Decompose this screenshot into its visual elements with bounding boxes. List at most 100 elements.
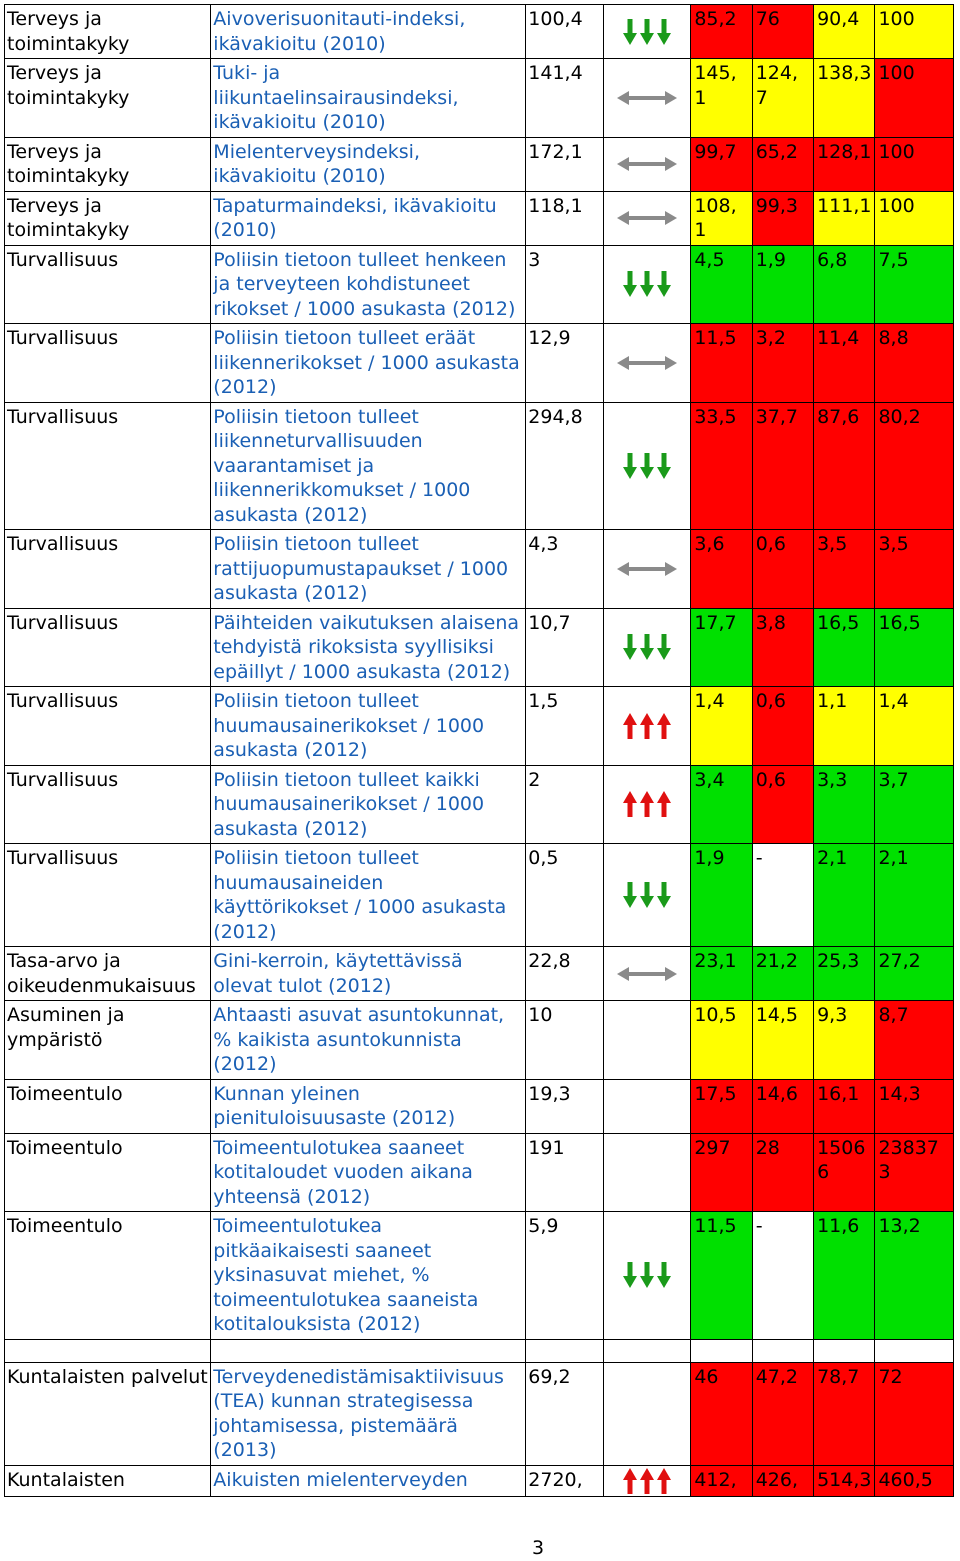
comparison-value-cell: 6,8	[813, 244, 876, 324]
comparison-value-cell: 37,7	[751, 401, 815, 530]
comparison-value-cell: 28	[751, 1132, 815, 1212]
trend-cell	[602, 244, 692, 324]
trend-cell	[602, 1361, 692, 1466]
comparison-value-cell: 27,2	[874, 946, 954, 1001]
table-row: Kuntalaisten Aikuisten mielenterveyden 272…	[3, 1464, 954, 1497]
comparison-value-cell: 14,6	[751, 1078, 815, 1134]
municipality-value-cell: 294,8	[525, 401, 604, 530]
comparison-value-cell: 11,6	[813, 1211, 876, 1340]
table-row: Terveys ja toimintakyky Tuki- ja liikunta…	[3, 58, 954, 138]
trend-down-arrows-icon	[623, 18, 672, 45]
category-cell: Terveys ja toimintakyky	[3, 190, 212, 246]
municipality-value-cell: 69,2	[525, 1361, 604, 1466]
category-cell: Turvallisuus	[3, 529, 212, 609]
table-row: Turvallisuus Poliisin tietoon tulleet erä…	[3, 323, 954, 403]
trend-flat-arrow-icon	[617, 355, 678, 370]
comparison-value-cell: 3,5	[874, 529, 954, 609]
comparison-value-cell: 80,2	[874, 401, 954, 530]
municipality-value-cell: 22,8	[525, 946, 604, 1001]
spacer-cell	[210, 1338, 527, 1363]
trend-cell	[602, 843, 692, 947]
comparison-value-cell: 16,5	[874, 607, 954, 687]
comparison-value-cell: 3,8	[751, 607, 815, 687]
table-row: Terveys ja toimintakyky Mielenterveysinde…	[3, 136, 954, 192]
comparison-value-cell: 1506 6	[813, 1132, 876, 1212]
comparison-value-cell: 90,4	[813, 4, 876, 59]
indicator-cell: Gini-kerroin, käytettävissä olevat tulot…	[210, 946, 527, 1001]
comparison-value-cell: 138,3	[813, 58, 876, 138]
trend-cell	[602, 1000, 692, 1080]
comparison-value-cell: 412,	[690, 1464, 753, 1497]
indicator-cell: Poliisin tietoon tulleet rattijuopumusta…	[210, 529, 527, 609]
comparison-value-cell: 100	[874, 4, 954, 59]
spacer-cell	[813, 1338, 876, 1363]
comparison-value-cell: 33,5	[690, 401, 753, 530]
trend-cell	[602, 1078, 692, 1134]
indicator-cell: Kunnan yleinen pienituloisuusaste (2012)	[210, 1078, 527, 1134]
comparison-value-cell: 46	[690, 1361, 753, 1466]
table-row: Asuminen ja ympäristö Ahtaasti asuvat asu…	[3, 1000, 954, 1080]
trend-cell	[602, 1132, 692, 1212]
trend-cell	[602, 136, 692, 192]
comparison-value-cell: 10,5	[690, 1000, 753, 1080]
comparison-value-cell: 99,7	[690, 136, 753, 192]
trend-flat-arrow-icon	[617, 211, 678, 225]
spacer-cell	[690, 1338, 753, 1363]
indicator-cell: Aikuisten mielenterveyden	[210, 1464, 527, 1497]
comparison-value-cell: 100	[874, 136, 954, 192]
indicator-cell: Mielenterveysindeksi, ikävakioitu (2010)	[210, 136, 527, 192]
category-cell: Tasa-arvo ja oikeudenmukaisuus	[3, 946, 212, 1001]
comparison-value-cell: 2,1	[874, 843, 954, 947]
municipality-value-cell: 0,5	[525, 843, 604, 947]
indicator-cell: Aivoverisuonitauti-indeksi, ikävakioitu …	[210, 4, 527, 59]
comparison-value-cell: 1,9	[690, 843, 753, 947]
trend-down-arrows-icon	[623, 452, 672, 479]
comparison-value-cell: -	[751, 1211, 815, 1340]
comparison-value-cell: 85,2	[690, 4, 753, 59]
spacer-cell	[751, 1338, 815, 1363]
comparison-value-cell: 0,6	[751, 686, 815, 766]
trend-cell	[602, 190, 692, 246]
indicator-cell: Tuki- ja liikuntaelinsairausindeksi, ikä…	[210, 58, 527, 138]
spacer-cell	[602, 1338, 692, 1363]
indicator-cell: Poliisin tietoon tulleet henkeen ja terv…	[210, 244, 527, 324]
municipality-value-cell: 100,4	[525, 4, 604, 59]
trend-up-arrows-icon	[623, 791, 672, 818]
trend-down-arrows-icon	[623, 1262, 672, 1289]
trend-cell	[602, 1211, 692, 1340]
indicator-cell: Terveydenedistämisaktiivisuus (TEA) kunn…	[210, 1361, 527, 1466]
table-row: Turvallisuus Poliisin tietoon tulleet kai…	[3, 764, 954, 844]
municipality-value-cell: 172,1	[525, 136, 604, 192]
comparison-value-cell: 3,6	[690, 529, 753, 609]
comparison-value-cell: 4,5	[690, 244, 753, 324]
spacer-cell	[874, 1338, 954, 1363]
table-row: Kuntalaisten palvelut Terveydenedistämisa…	[3, 1361, 954, 1466]
municipality-value-cell: 2	[525, 764, 604, 844]
comparison-value-cell: 297	[690, 1132, 753, 1212]
comparison-value-cell: 87,6	[813, 401, 876, 530]
table-row: Toimeentulo Toimeentulotukea pitkäaikaise…	[3, 1211, 954, 1340]
comparison-value-cell: 8,7	[874, 1000, 954, 1080]
indicator-cell: Poliisin tietoon tulleet liikenneturvall…	[210, 401, 527, 530]
category-cell: Toimeentulo	[3, 1211, 212, 1340]
table-row: Terveys ja toimintakyky Tapaturmaindeksi,…	[3, 190, 954, 246]
trend-up-arrows-icon	[623, 712, 672, 739]
municipality-value-cell: 5,9	[525, 1211, 604, 1340]
comparison-value-cell: 100	[874, 190, 954, 246]
spacer-row	[3, 1338, 954, 1363]
comparison-value-cell: 11,4	[813, 323, 876, 403]
municipality-value-cell: 1,5	[525, 686, 604, 766]
table-row: Turvallisuus Poliisin tietoon tulleet huu…	[3, 686, 954, 766]
comparison-value-cell: 426,	[751, 1464, 815, 1497]
indicator-cell: Tapaturmaindeksi, ikävakioitu (2010)	[210, 190, 527, 246]
indicator-cell: Toimeentulotukea saaneet kotitaloudet vu…	[210, 1132, 527, 1212]
trend-up-arrows-icon	[623, 1467, 672, 1494]
indicator-table: Terveys ja toimintakyky Aivoverisuonitaut…	[3, 4, 954, 1497]
comparison-value-cell: 3,7	[874, 764, 954, 844]
comparison-value-cell: 14,3	[874, 1078, 954, 1134]
comparison-value-cell: 1,4	[690, 686, 753, 766]
trend-flat-arrow-icon	[617, 561, 678, 576]
table-row: Toimeentulo Toimeentulotukea saaneet koti…	[3, 1132, 954, 1212]
comparison-value-cell: 17,5	[690, 1078, 753, 1134]
comparison-value-cell: 3,5	[813, 529, 876, 609]
